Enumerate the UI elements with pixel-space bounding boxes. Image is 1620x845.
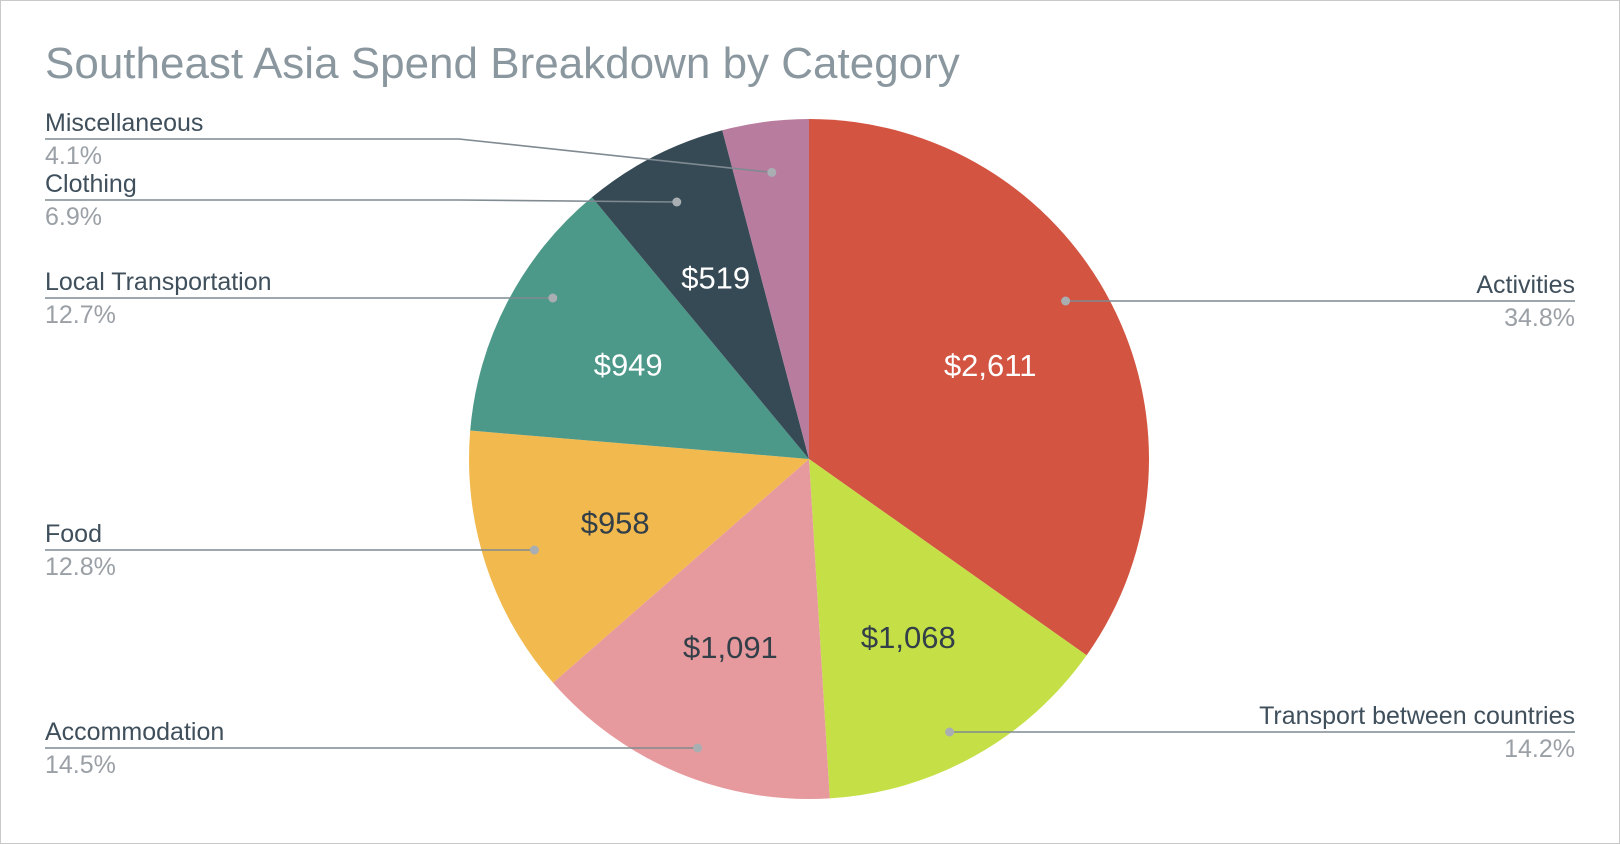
leader-dot-miscellaneous — [767, 167, 777, 177]
leader-line-clothing — [45, 199, 677, 203]
category-label-miscellaneous: Miscellaneous — [45, 109, 203, 137]
leader-dot-local-transportation — [548, 293, 558, 303]
category-label-activities: Activities — [1476, 271, 1575, 299]
category-label-transport-between-countries: Transport between countries — [1259, 702, 1575, 730]
percent-label-clothing: 6.9% — [45, 203, 102, 231]
pie-slices — [468, 119, 1149, 800]
pie-slice-transport-between-countries — [809, 459, 1087, 799]
percent-label-local-transportation: 12.7% — [45, 301, 116, 329]
pie-slice-activities — [809, 119, 1149, 656]
leader-dot-activities — [1061, 296, 1071, 306]
pie-slice-miscellaneous — [722, 119, 809, 459]
leader-dot-food — [529, 545, 539, 555]
leader-dot-accommodation — [693, 743, 703, 753]
pie-slice-clothing — [591, 130, 809, 460]
percent-label-transport-between-countries: 14.2% — [1504, 735, 1575, 763]
percent-label-food: 12.8% — [45, 553, 116, 581]
chart-title: Southeast Asia Spend Breakdown by Catego… — [45, 39, 960, 88]
leader-line-miscellaneous — [45, 138, 772, 174]
category-label-clothing: Clothing — [45, 170, 137, 198]
value-label-food: $958 — [581, 506, 650, 541]
pie-slice-food — [468, 430, 809, 683]
leader-dot-transport-between-countries — [945, 727, 955, 737]
category-label-accommodation: Accommodation — [45, 718, 224, 746]
slice-labels: $2,611 Activities 34.8% $1,068 Transport bet… — [45, 109, 1575, 779]
value-label-local-transportation: $949 — [594, 348, 663, 383]
category-label-food: Food — [45, 520, 102, 548]
pie-slice-accommodation — [553, 459, 830, 800]
value-label-clothing: $519 — [681, 261, 750, 296]
percent-label-accommodation: 14.5% — [45, 751, 116, 779]
value-label-transport-between-countries: $1,068 — [861, 620, 956, 655]
leader-lines — [45, 138, 1575, 753]
value-label-activities: $2,611 — [944, 348, 1037, 383]
pie-slice-local-transportation — [470, 197, 809, 459]
leader-dot-clothing — [672, 197, 682, 207]
percent-label-activities: 34.8% — [1504, 304, 1575, 332]
category-label-local-transportation: Local Transportation — [45, 268, 272, 296]
percent-label-miscellaneous: 4.1% — [45, 142, 102, 170]
value-label-accommodation: $1,091 — [683, 630, 778, 665]
